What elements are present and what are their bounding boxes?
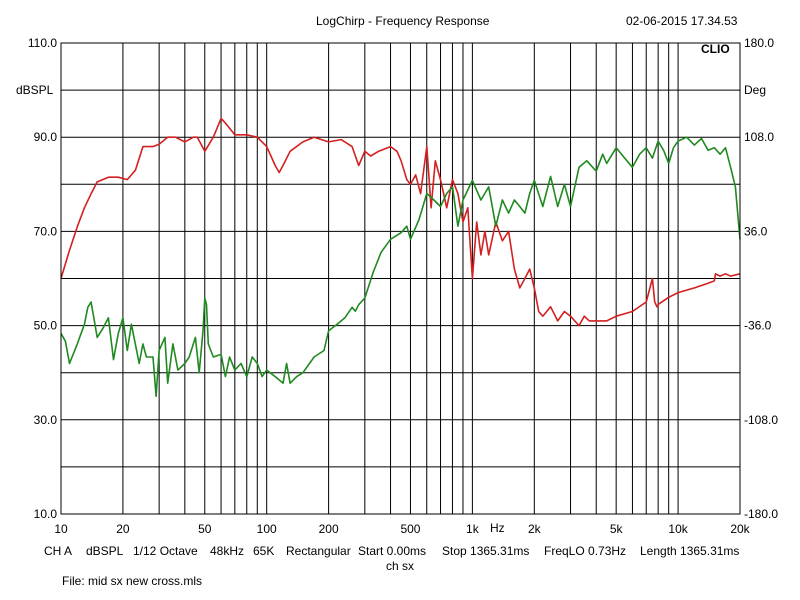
- grid: [61, 43, 740, 514]
- x-tick-label: 20k: [730, 522, 750, 536]
- footer-size: 65K: [253, 544, 275, 558]
- footer-channel-name: ch sx: [386, 559, 415, 573]
- phase-curve: [60, 136, 741, 398]
- x-tick-label: 200: [319, 522, 339, 536]
- footer-start: Start 0.00ms: [358, 544, 427, 558]
- plot-frame: [60, 42, 741, 515]
- footer-freqlo: FreqLO 0.73Hz: [544, 544, 627, 558]
- footer-unit: dBSPL: [86, 544, 124, 558]
- x-tick-label: 50: [198, 522, 212, 536]
- x-tick-label: 100: [257, 522, 277, 536]
- x-tick-label: 20: [116, 522, 130, 536]
- curves: [60, 117, 741, 398]
- x-tick-label: 1k: [466, 522, 480, 536]
- y-right-tick-label: -180.0: [744, 507, 778, 521]
- chart-title: LogChirp - Frequency Response: [316, 14, 490, 28]
- y-left-label: dBSPL: [16, 83, 54, 97]
- x-unit-label: Hz: [490, 521, 505, 535]
- timestamp: 02-06-2015 17.34.53: [626, 14, 738, 28]
- y-left-tick-label: 30.0: [34, 413, 58, 427]
- x-tick-label: 2k: [528, 522, 542, 536]
- y-left-tick-label: 10.0: [34, 507, 58, 521]
- y-right-tick-label: 108.0: [744, 130, 774, 144]
- x-tick-label: 10: [54, 522, 68, 536]
- y-right-tick-label: 36.0: [744, 224, 768, 238]
- y-left-tick-label: 90.0: [34, 130, 58, 144]
- y-left-tick-label: 50.0: [34, 319, 58, 333]
- magnitude-curve: [60, 117, 741, 327]
- clio-logo: CLIO: [701, 42, 730, 56]
- y-left-tick-label: 110.0: [28, 36, 57, 50]
- y-right-label: Deg: [744, 83, 767, 97]
- footer-smoothing: 1/12 Octave: [133, 544, 198, 558]
- y-right-tick-label: -108.0: [744, 413, 778, 427]
- x-tick-label: 10k: [668, 522, 688, 536]
- footer-samplerate: 48kHz: [210, 544, 245, 558]
- x-tick-label: 5k: [610, 522, 624, 536]
- y-right-tick-label: -36.0: [744, 319, 772, 333]
- y-right-tick-label: 180.0: [744, 36, 774, 50]
- x-tick-label: 500: [400, 522, 420, 536]
- footer-channel: CH A: [44, 544, 73, 558]
- footer-stop: Stop 1365.31ms: [442, 544, 530, 558]
- footer-length: Length 1365.31ms: [640, 544, 740, 558]
- y-left-tick-label: 70.0: [34, 224, 58, 238]
- footer-window: Rectangular: [286, 544, 351, 558]
- tick-labels: 10 20 50 100 200 500 1k 2k 5k 10k 20k 110.0 90.0 70.0…: [28, 36, 778, 536]
- footer-file: File: mid sx new cross.mls: [62, 574, 203, 588]
